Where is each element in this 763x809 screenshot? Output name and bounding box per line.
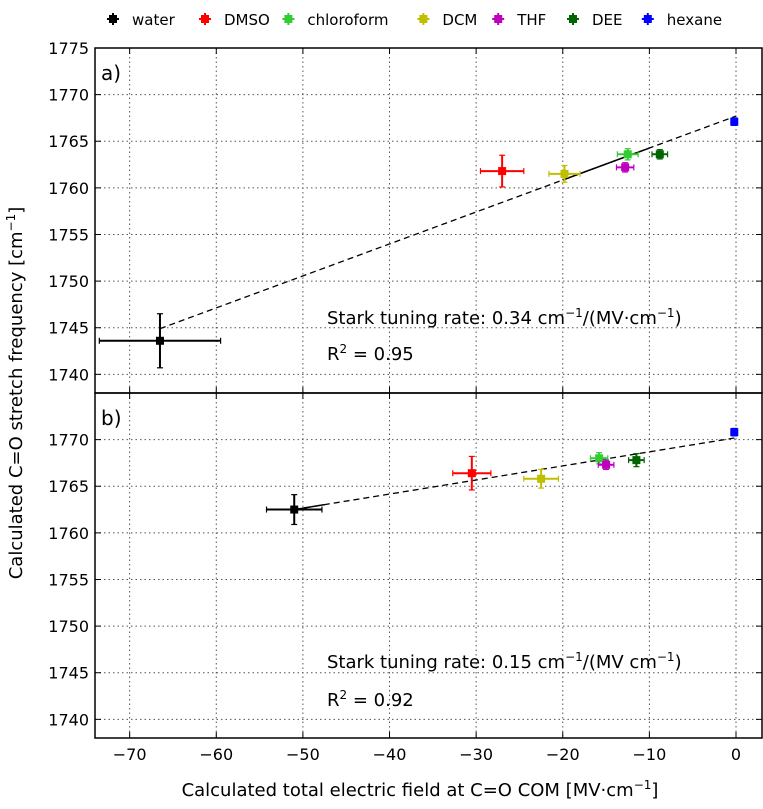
data-marker <box>498 167 507 176</box>
data-point-dcm <box>548 164 581 183</box>
legend-label: DMSO <box>224 11 270 29</box>
data-marker <box>632 456 641 465</box>
data-point-chloroform <box>616 148 639 161</box>
legend-item-dmso: DMSO <box>199 11 270 29</box>
legend-item-thf: THF <box>492 11 546 29</box>
data-point-dcm <box>523 468 560 489</box>
y-tick-label: 1770 <box>48 86 89 105</box>
y-tick-label: 1750 <box>48 272 89 291</box>
data-marker <box>655 150 664 159</box>
x-tick-label: −20 <box>546 745 580 764</box>
legend-marker <box>201 15 209 23</box>
data-point-dmso <box>452 455 492 491</box>
x-tick-label: −30 <box>459 745 493 764</box>
data-point-thf <box>615 162 635 173</box>
x-tick-label: −60 <box>199 745 233 764</box>
legend-label: DEE <box>592 11 623 29</box>
data-point-thf <box>597 459 615 471</box>
y-tick-label: 1745 <box>48 664 89 683</box>
data-marker <box>467 469 476 478</box>
legend-label: chloroform <box>307 11 388 29</box>
legend-item-dcm: DCM <box>417 11 477 29</box>
data-marker <box>623 150 632 159</box>
y-tick-label: 1765 <box>48 132 89 151</box>
data-point-water <box>265 494 323 526</box>
x-tick-label: −40 <box>373 745 407 764</box>
stark-tuning-rate-annotation: Stark tuning rate: 0.34 cm−1/(MV·cm−1) <box>327 306 682 329</box>
x-axis-tick-labels: −70 −60 −50 −40 −30 −20 −10 0 <box>113 745 741 764</box>
legend-marker <box>109 15 117 23</box>
y-tick-label: 1745 <box>48 319 89 338</box>
y-tick-label: 1750 <box>48 617 89 636</box>
y-tick-label: 1755 <box>48 570 89 589</box>
stark-tuning-rate-annotation: Stark tuning rate: 0.15 cm−1/(MV cm−1) <box>327 650 682 673</box>
data-point-water <box>98 313 222 369</box>
fit-line-solid <box>562 147 650 181</box>
y-tick-label: 1740 <box>48 710 89 729</box>
legend-marker <box>419 15 428 23</box>
y-tick-label: 1765 <box>48 477 89 496</box>
panel-b: 1740 1745 1750 1755 1760 1765 1770 b) Stark tuni… <box>48 392 763 739</box>
legend-label: hexane <box>667 11 722 29</box>
y-tick-label: 1775 <box>48 39 89 58</box>
legend-label: DCM <box>442 11 477 29</box>
data-marker <box>155 336 164 345</box>
legend-marker <box>643 15 652 23</box>
x-tick-label: −10 <box>633 745 667 764</box>
data-marker <box>621 163 630 172</box>
y-axis-label: Calculated C=O stretch frequency [cm−1] <box>4 207 27 580</box>
data-marker <box>290 505 299 514</box>
panel-a: 1740 1745 1750 1755 1760 1765 1770 1775 a) Stark … <box>48 39 763 394</box>
r-squared-annotation: R2 = 0.95 <box>327 342 414 365</box>
data-point-dmso <box>479 154 525 188</box>
data-marker <box>560 169 569 178</box>
legend-item-hexane: hexane <box>641 11 722 29</box>
y-tick-label: 1755 <box>48 225 89 244</box>
data-point-hexane <box>730 427 739 437</box>
y-tick-label: 1760 <box>48 179 89 198</box>
y-tick-label: 1760 <box>48 524 89 543</box>
data-marker <box>595 454 604 463</box>
data-marker <box>537 474 546 483</box>
r-squared-annotation: R2 = 0.92 <box>327 688 414 711</box>
legend-item-dee: DEE <box>567 11 623 29</box>
data-marker <box>602 460 611 469</box>
data-marker <box>730 117 739 126</box>
legend: water DMSO chloroform DCM THF DEE hexane <box>107 11 722 29</box>
data-point-dee <box>627 453 645 468</box>
legend-item-chloroform: chloroform <box>282 11 388 29</box>
fit-line-dashed <box>294 437 737 511</box>
panel-label: b) <box>101 406 122 430</box>
legend-item-water: water <box>107 11 176 29</box>
panel-frame <box>94 392 763 739</box>
x-tick-label: 0 <box>731 745 741 764</box>
legend-label: water <box>132 11 176 29</box>
legend-marker <box>284 15 293 23</box>
y-tick-label: 1740 <box>48 365 89 384</box>
y-tick-label: 1770 <box>48 431 89 450</box>
data-marker <box>730 428 739 437</box>
x-tick-label: −50 <box>286 745 320 764</box>
panel-label: a) <box>101 61 121 85</box>
legend-label: THF <box>516 11 546 29</box>
data-point-hexane <box>730 117 739 126</box>
x-tick-label: −70 <box>113 745 147 764</box>
legend-marker <box>494 15 503 23</box>
x-axis-label: Calculated total electric field at C=O C… <box>182 778 659 801</box>
data-point-dee <box>651 149 669 160</box>
legend-marker <box>569 15 577 23</box>
